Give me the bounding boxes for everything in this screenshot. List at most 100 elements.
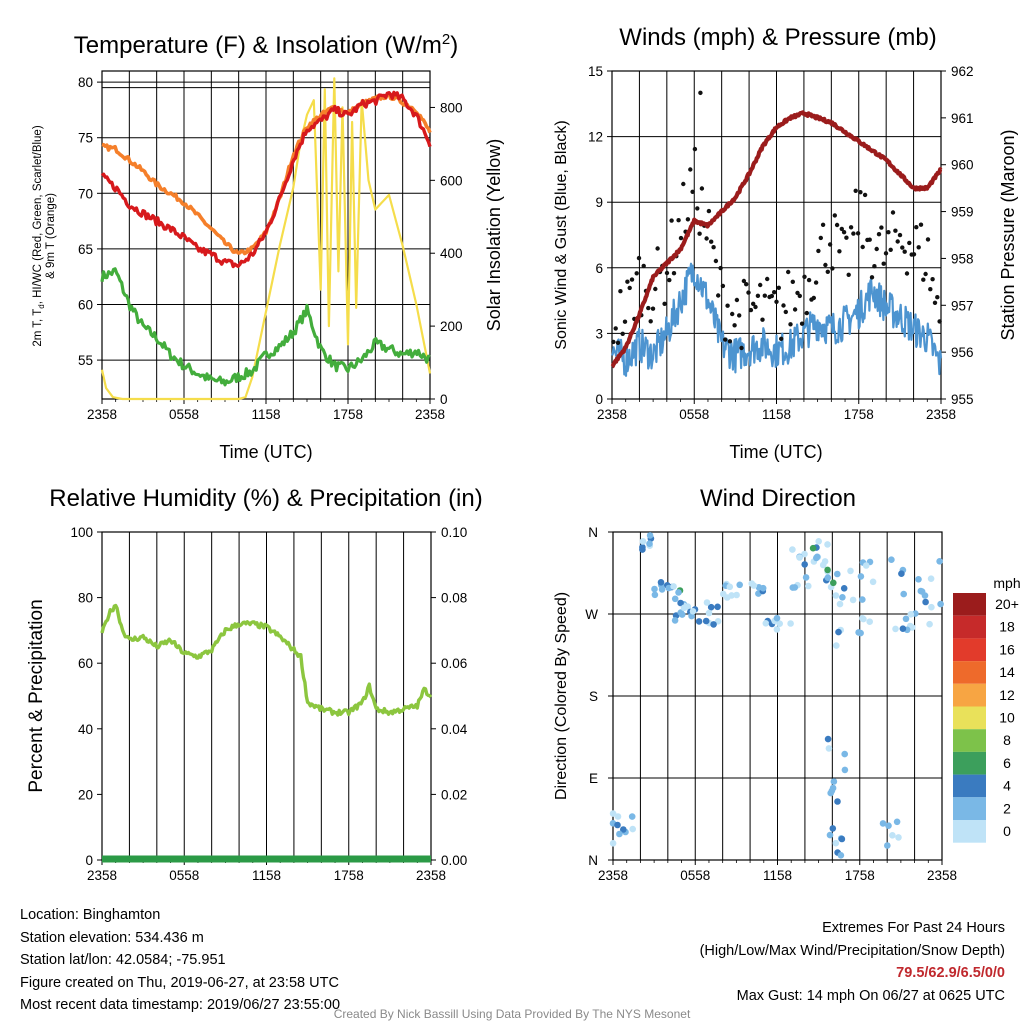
y2-tick-label: 0.10 <box>441 525 467 540</box>
colorbar-label: 6 <box>1003 755 1011 771</box>
x-tick-label: 2358 <box>926 407 956 422</box>
gust-point <box>634 271 639 276</box>
y-tick-label: 70 <box>78 186 93 201</box>
gust-point <box>709 239 714 244</box>
colorbar-swatch <box>953 615 986 639</box>
direction-point <box>802 574 810 581</box>
gust-point <box>744 282 749 287</box>
y2-tick-label: 955 <box>951 392 974 407</box>
direction-point <box>702 617 710 625</box>
direction-point <box>801 550 808 558</box>
y2-tick-label: 959 <box>951 205 974 220</box>
direction-point <box>714 603 721 611</box>
gust-point <box>762 293 767 298</box>
y2-axis-label: Station Pressure (Maroon) <box>998 129 1018 340</box>
direction-point <box>893 818 901 826</box>
gust-point <box>904 271 910 276</box>
gust-point <box>879 225 884 230</box>
gust-point <box>932 300 938 305</box>
gust-point <box>893 228 898 233</box>
sonic-wind-line <box>611 262 943 377</box>
direction-point <box>888 556 895 563</box>
gust-point <box>823 262 828 268</box>
x-tick-label: 1158 <box>252 868 281 883</box>
gust-point <box>935 295 940 300</box>
temperature-panel: 2358 0558 1158 1758 235855606570758002004006… <box>32 31 504 462</box>
colorbar-swatch <box>953 683 986 707</box>
direction-point <box>855 629 862 636</box>
gust-point <box>676 218 681 223</box>
direction-point <box>909 624 916 631</box>
direction-point <box>917 587 925 595</box>
direction-point <box>805 582 812 590</box>
gust-point <box>746 290 751 295</box>
direction-point <box>677 599 684 607</box>
direction-point <box>710 621 717 628</box>
colorbar-swatch <box>953 774 986 798</box>
direction-point <box>862 562 870 569</box>
y-tick-label: 15 <box>588 64 603 79</box>
gust-point <box>678 235 684 241</box>
direction-point <box>787 620 794 627</box>
direction-point <box>819 561 827 569</box>
y-tick-label: 100 <box>70 525 93 540</box>
direction-point <box>789 584 797 591</box>
direction-point <box>629 825 636 833</box>
direction-point <box>695 618 703 625</box>
direction-point <box>614 813 622 820</box>
gust-point <box>874 246 879 252</box>
extremes-title: Extremes For Past 24 Hours <box>822 920 1005 936</box>
colorbar-swatch <box>953 661 986 684</box>
y2-axis-label: Solar Insolation (Yellow) <box>484 139 504 331</box>
gust-point <box>760 317 765 322</box>
colorbar-label: 16 <box>999 641 1015 657</box>
gust-point <box>725 303 730 308</box>
gust-point <box>713 258 719 264</box>
direction-point <box>789 546 796 553</box>
gust-point <box>846 272 851 277</box>
gust-point <box>727 339 733 344</box>
gust-point <box>781 303 786 308</box>
direction-point <box>915 576 922 583</box>
gust-point <box>681 181 686 187</box>
colorbar-swatch <box>953 729 986 752</box>
gust-point <box>862 192 868 198</box>
direction-point <box>884 842 891 849</box>
y-tick-label: 0 <box>595 392 603 407</box>
y-axis-label: Direction (Colored By Speed) <box>553 592 570 800</box>
gust-point <box>655 246 660 251</box>
direction-point <box>836 600 844 608</box>
direction-point <box>614 821 621 829</box>
colorbar-title: mph <box>993 575 1020 591</box>
gust-point <box>818 235 823 241</box>
direction-point <box>677 609 685 616</box>
direction-point <box>927 575 935 582</box>
direction-point <box>832 839 840 847</box>
gust-point <box>706 208 712 214</box>
gust-point <box>811 295 816 301</box>
x-tick-label: 0558 <box>169 868 199 883</box>
direction-point <box>651 591 659 599</box>
gust-point <box>797 293 802 299</box>
y2-tick-label: 961 <box>951 111 974 126</box>
direction-point <box>707 603 715 611</box>
y-tick-label: 75 <box>78 131 93 146</box>
direction-point <box>773 626 781 633</box>
direction-point <box>828 787 836 795</box>
colorbar-swatch <box>953 706 986 730</box>
y-tick-label: 6 <box>595 261 603 276</box>
gust-point <box>751 301 756 306</box>
direction-point <box>921 592 929 599</box>
y-tick-label: 9 <box>595 195 603 210</box>
gust-point <box>804 310 809 316</box>
colorbar-swatch <box>953 593 986 616</box>
y2-tick-label: 400 <box>440 246 463 261</box>
gust-point <box>697 231 702 236</box>
gust-point <box>690 189 695 194</box>
gust-point <box>723 337 728 342</box>
direction-point <box>835 628 842 636</box>
direction-point <box>809 544 817 552</box>
direction-point <box>841 766 849 774</box>
x-tick-label: 1158 <box>762 407 791 422</box>
direction-point <box>762 620 770 627</box>
